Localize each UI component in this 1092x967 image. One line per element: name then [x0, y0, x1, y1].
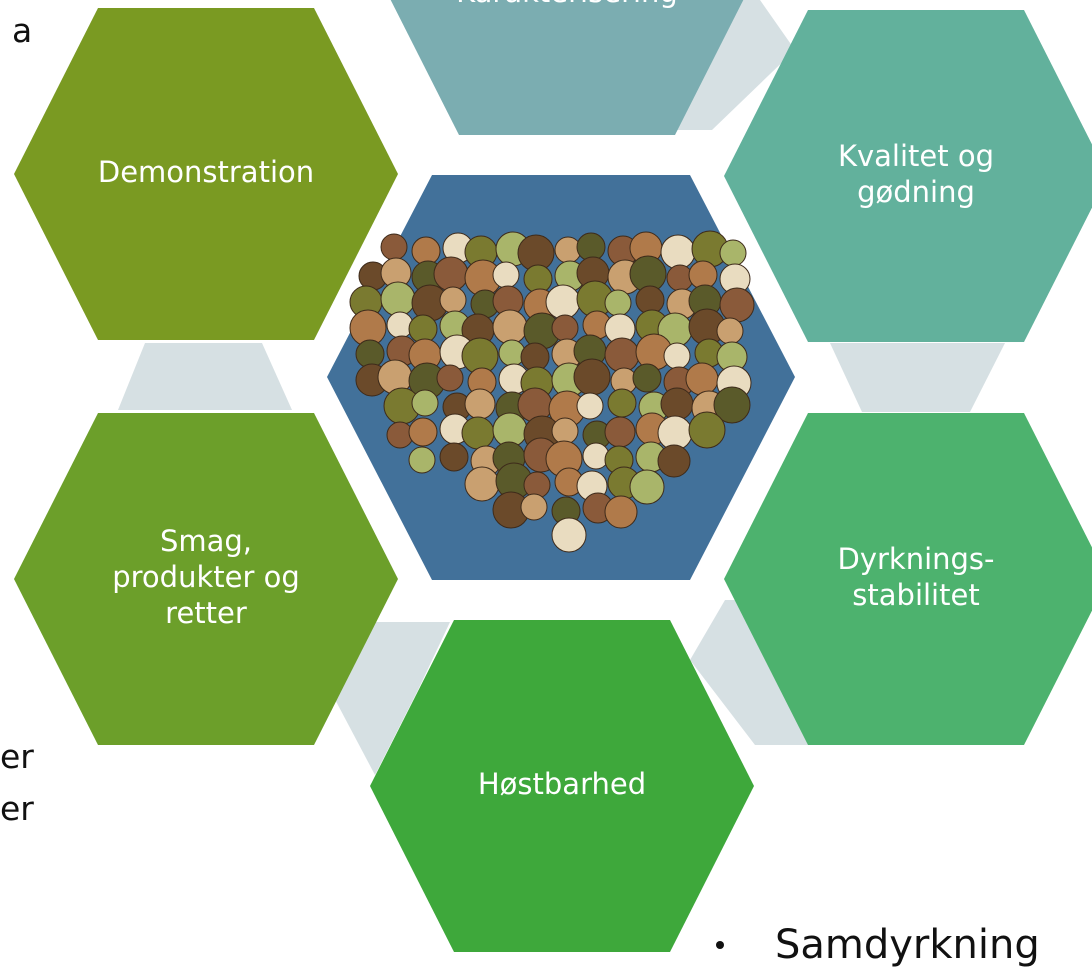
bean	[465, 467, 499, 501]
side-text: a	[12, 11, 32, 50]
bullet-marker	[716, 941, 724, 949]
bean	[605, 496, 637, 528]
node-label: Dyrknings-	[837, 542, 994, 576]
bean	[717, 318, 743, 344]
bean	[440, 287, 466, 313]
node-label: produkter og	[112, 560, 300, 594]
bullet-text: Samdyrkning	[775, 922, 1040, 967]
diagram: Karakterisering Demonstration Kvalitet ogg…	[0, 0, 1092, 967]
bean	[664, 343, 690, 369]
bean	[409, 447, 435, 473]
bean	[462, 417, 494, 449]
node-label: Kvalitet og	[838, 139, 994, 173]
bean	[605, 417, 635, 447]
bean	[546, 285, 580, 319]
bean	[381, 282, 415, 316]
node-label: Smag,	[160, 524, 252, 558]
bean	[605, 338, 639, 372]
bean	[630, 470, 664, 504]
node-label: Demonstration	[98, 155, 314, 189]
bean	[720, 240, 746, 266]
bean	[605, 290, 631, 316]
node-label: Karakterisering	[456, 0, 678, 9]
bean	[412, 390, 438, 416]
center-image	[327, 175, 795, 580]
bean	[493, 310, 527, 344]
bean	[521, 494, 547, 520]
bean	[493, 262, 519, 288]
bean	[552, 418, 578, 444]
bean	[686, 363, 718, 395]
bean	[577, 393, 603, 419]
side-text: er	[0, 789, 34, 828]
bean	[381, 234, 407, 260]
bean	[689, 412, 725, 448]
bean	[574, 359, 610, 395]
bean	[720, 288, 754, 322]
bean	[633, 364, 661, 392]
bean	[608, 389, 636, 417]
bean	[409, 418, 437, 446]
bean	[658, 445, 690, 477]
bean	[440, 443, 468, 471]
node-label: gødning	[857, 175, 975, 209]
bean	[661, 235, 695, 269]
side-text: er	[0, 737, 34, 776]
connector	[830, 343, 1005, 412]
bean	[434, 257, 468, 291]
bean	[465, 389, 495, 419]
bean	[661, 388, 693, 420]
node-label: stabilitet	[852, 578, 979, 612]
node-label: Høstbarhed	[478, 767, 646, 801]
connector	[118, 343, 292, 410]
bean	[437, 365, 463, 391]
bean	[552, 518, 586, 552]
bean	[552, 315, 578, 341]
node-label: retter	[165, 596, 247, 630]
